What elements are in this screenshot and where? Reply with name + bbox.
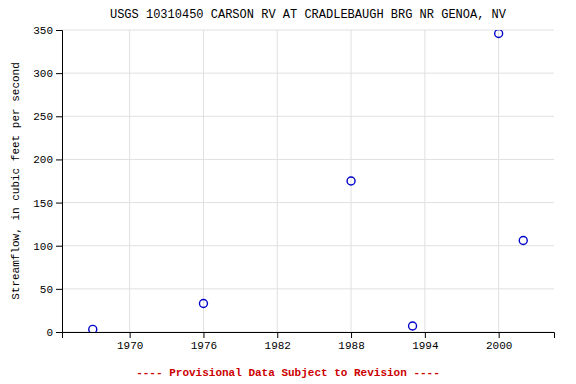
grid-line [62,73,554,74]
tick-mark [56,30,62,31]
tick: 0 [46,327,62,339]
tick-label: 1982 [265,340,291,352]
points [89,30,527,332]
tick-label: 1970 [117,340,143,352]
tick-mark [56,73,62,74]
tick-label: 1994 [412,340,439,352]
grid-line [351,30,352,332]
point [199,300,207,308]
grid-line [62,30,554,31]
tick-label: 1976 [191,340,217,352]
grid-line [62,116,554,117]
tick: 2000 [486,332,512,352]
tick: 1988 [338,332,364,352]
tick-label: 150 [33,198,53,210]
tick-label: 350 [33,25,53,37]
tick-mark [203,332,204,338]
tick: 250 [33,111,62,123]
x-axis: 1970 1976 1982 1988 1994 2000 [63,332,555,352]
tick: 1982 [265,332,291,352]
grid-line [498,30,499,332]
tick: 350 [33,25,62,37]
tick: 1976 [191,332,217,352]
footnote: ---- Provisional Data Subject to Revisio… [136,367,440,379]
axis-line [56,31,63,333]
tick: 150 [33,198,62,210]
point [347,177,355,185]
tick-label: 0 [46,327,53,339]
axis-line [63,333,555,339]
tick-mark [425,332,426,338]
grid-line [424,30,425,332]
grid-line [62,288,554,289]
tick-mark [56,203,62,204]
grid-line [62,159,554,160]
y-axis: 0 50 100 150 200 250 300 350 [33,25,62,339]
tick-mark [56,289,62,290]
tick: 1994 [412,332,439,352]
point [89,325,97,332]
tick-label: 300 [33,68,53,80]
point [495,30,503,37]
y-axis-label: Streamflow, in cubic feet per second [10,62,22,300]
tick-label: 2000 [486,340,512,352]
tick-mark [499,332,500,338]
point [519,237,527,245]
tick-label: 50 [40,284,53,296]
tick-mark [277,332,278,338]
tick-label: 100 [33,241,53,253]
tick-mark [56,332,62,333]
title: USGS 10310450 CARSON RV AT CRADLEBAUGH B… [110,8,507,22]
chart: 1970 1976 1982 1988 1994 2000 0 50 100 150 200 250 3… [0,0,576,384]
grid [62,30,554,332]
tick: 200 [33,154,62,166]
grid-line [203,30,204,332]
tick: 50 [40,284,62,296]
tick-label: 1988 [338,340,364,352]
grid-line [129,30,130,332]
tick-label: 250 [33,111,53,123]
plot-area: 1970 1976 1982 1988 1994 2000 0 50 100 150 200 250 3… [33,25,554,352]
grid-line [277,30,278,332]
tick: 100 [33,241,62,253]
grid-line [62,202,554,203]
tick: 1970 [117,332,143,352]
tick: 300 [33,68,62,80]
tick-mark [56,159,62,160]
tick-label: 200 [33,154,53,166]
tick-mark [351,332,352,338]
point [409,322,417,330]
tick-mark [56,246,62,247]
tick-mark [56,116,62,117]
grid-line [62,245,554,246]
tick-mark [130,332,131,338]
